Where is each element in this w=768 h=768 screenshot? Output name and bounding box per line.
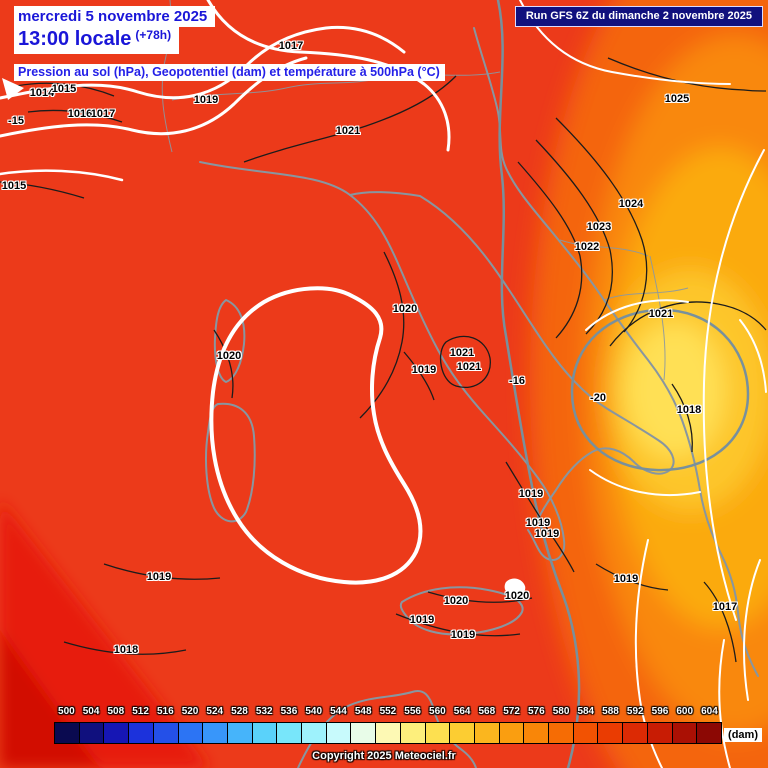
scale-value: 584 [577,706,595,717]
local-time-text: 13:00 locale [18,28,132,50]
scale-color-cell [326,723,352,743]
scale-color-cell [623,723,648,743]
scale-color-cell [672,723,698,743]
scale-value: 516 [156,706,174,717]
scale-value: 504 [82,706,100,717]
scale-color-cell [104,723,130,743]
scale-color-cell [178,723,204,743]
scale-unit-label: (dam) [724,728,762,742]
scale-value: 580 [552,706,570,717]
geopotential-fill-bands [530,0,768,768]
scale-value: 588 [602,706,619,717]
scale-color-cell [474,723,500,743]
scale-value: 560 [429,706,446,717]
scale-value: 568 [478,706,496,717]
date-label: mercredi 5 novembre 2025 [14,6,216,27]
copyright-text: Copyright 2025 Meteociel.fr [312,750,456,762]
small-contour-blob [504,578,526,596]
coastlines [199,27,759,768]
scale-color-cell [598,723,624,743]
scale-value: 592 [626,706,644,717]
scale-value: 540 [305,706,323,717]
scale-color-cell [227,723,253,743]
scale-color-cell [573,723,599,743]
scale-value: 500 [58,706,75,717]
scale-value: 508 [107,706,125,717]
scale-value: 548 [354,706,372,717]
scale-value: 604 [701,706,718,717]
scale-color-cell [425,723,451,743]
scale-value: 576 [527,706,545,717]
scale-color-cell [697,723,721,743]
scale-value: 572 [503,706,520,717]
map-subtitle: Pression au sol (hPa), Geopotentiel (dam… [14,64,445,81]
scale-color-cell [79,723,105,743]
scale-value: 596 [651,706,669,717]
scale-value: 564 [453,706,471,717]
scale-color-cell [647,723,673,743]
scale-value: 536 [280,706,298,717]
scale-color-cell [55,723,80,743]
scale-color-cell [524,723,550,743]
scale-value: 524 [206,706,224,717]
scale-value: 520 [181,706,199,717]
time-label: 13:00 locale (+78h) [14,27,180,54]
scale-value: 552 [379,706,397,717]
scale-value: 532 [255,706,273,717]
scale-value: 600 [676,706,694,717]
scale-color-cell [153,723,179,743]
scale-bar [54,722,722,744]
arrow-icon [2,78,24,100]
scale-value: 528 [231,706,248,717]
scale-value: 556 [404,706,421,717]
model-run-info: Run GFS 6Z du dimanche 2 novembre 2025 [514,6,763,27]
scale-color-cell [252,723,278,743]
scale-value: 512 [132,706,149,717]
forecast-offset-text: (+78h) [135,28,172,42]
scale-color-cell [277,723,303,743]
color-scale: 500 504 508 512 516 520 524 528 532 536 540 544 548 5… [54,706,722,744]
scale-color-cell [129,723,154,743]
scale-color-cell [499,723,525,743]
scale-numbers: 500 504 508 512 516 520 524 528 532 536 540 544 548 5… [54,706,722,720]
scale-color-cell [203,723,228,743]
scale-color-cell [351,723,377,743]
scale-color-cell [376,723,401,743]
isotherm-lines [496,0,750,768]
scale-value: 544 [330,706,347,717]
scale-color-cell [400,723,426,743]
scale-color-cell [450,723,475,743]
pressure-contours-black [0,57,767,663]
scale-color-cell [549,723,574,743]
scale-color-cell [302,723,327,743]
